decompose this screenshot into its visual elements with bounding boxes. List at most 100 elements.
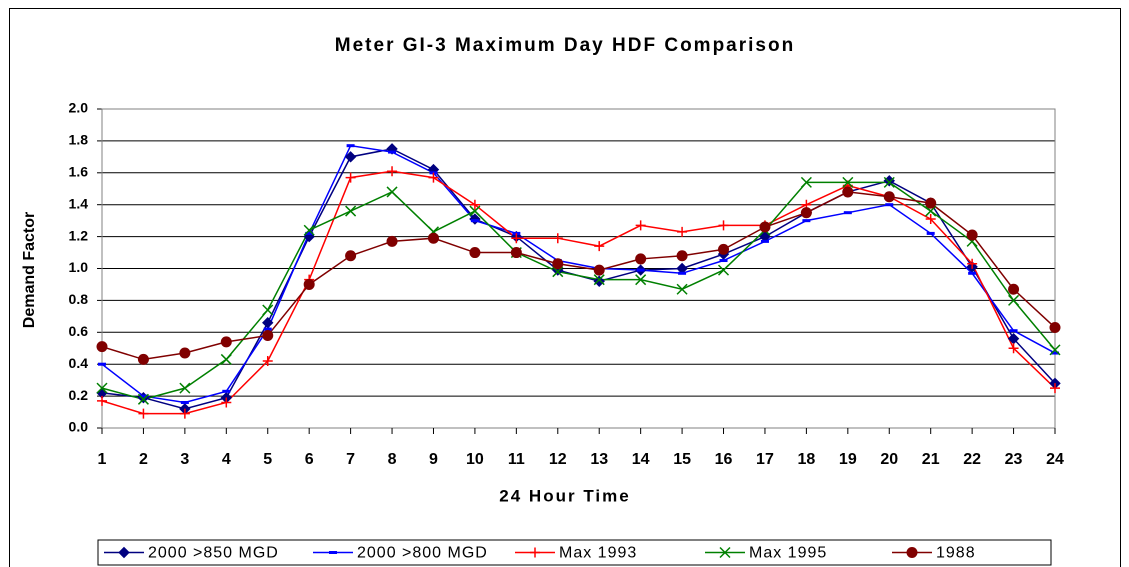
marker (262, 304, 274, 316)
x-tick-label: 5 (263, 451, 272, 468)
marker (511, 233, 522, 244)
marker (220, 353, 232, 365)
x-tick-label: 6 (305, 451, 314, 468)
marker (469, 199, 480, 210)
marker (636, 268, 645, 272)
marker (719, 546, 731, 559)
marker (883, 191, 895, 203)
marker (1009, 329, 1018, 333)
marker (677, 226, 688, 237)
marker (967, 258, 978, 269)
series-line (101, 148, 1056, 410)
marker (676, 250, 688, 262)
marker (386, 235, 398, 247)
marker (427, 232, 439, 244)
x-tick-label: 21 (922, 451, 940, 468)
marker (760, 239, 769, 243)
x-tick-label: 23 (1005, 451, 1023, 468)
marker (139, 394, 148, 398)
plot-area (101, 108, 1056, 429)
marker (842, 176, 854, 188)
marker (968, 271, 977, 275)
y-tick-label: 2.0 (69, 100, 89, 116)
y-tick-label: 1.2 (69, 227, 89, 243)
marker (345, 205, 357, 217)
marker (676, 283, 688, 295)
marker (329, 551, 337, 554)
x-tick-label: 24 (1046, 451, 1064, 468)
x-tick-label: 18 (797, 451, 815, 468)
marker (926, 231, 935, 235)
legend-label: 2000 >850 MGD (148, 545, 279, 562)
marker (138, 408, 149, 419)
marker (469, 205, 481, 217)
legend-label: Max 1993 (559, 545, 637, 562)
marker (593, 264, 605, 276)
marker (387, 166, 398, 177)
legend-label: 1988 (936, 545, 976, 562)
x-tick-label: 13 (590, 451, 608, 468)
y-tick-label: 1.0 (69, 259, 89, 275)
marker (220, 336, 232, 348)
marker (718, 220, 729, 231)
marker (1049, 344, 1061, 356)
marker (842, 186, 854, 198)
marker (885, 203, 894, 207)
marker (96, 341, 108, 353)
x-tick-label: 7 (346, 451, 355, 468)
marker (345, 250, 357, 262)
y-tick-label: 1.4 (69, 195, 89, 211)
y-tick-label: 1.8 (69, 132, 89, 148)
x-tick-label: 11 (508, 451, 525, 468)
marker (179, 347, 191, 359)
marker (344, 151, 357, 163)
marker (118, 546, 130, 559)
marker (305, 231, 314, 235)
marker (1008, 294, 1020, 306)
x-tick-label: 16 (715, 451, 733, 468)
marker (718, 243, 730, 255)
x-axis-title: 24 Hour Time (499, 486, 630, 505)
marker (717, 264, 730, 276)
marker (1051, 351, 1059, 355)
x-tick-label: 3 (180, 451, 189, 468)
y-tick-label: 0.6 (69, 323, 89, 339)
marker (386, 186, 398, 198)
y-tick-label: 0.4 (69, 355, 89, 371)
marker (1050, 383, 1060, 394)
x-tick-label: 19 (839, 451, 857, 468)
marker (222, 389, 231, 393)
marker (97, 395, 107, 406)
marker (469, 247, 481, 259)
legend-label: Max 1995 (749, 545, 827, 562)
marker (802, 219, 811, 223)
marker (635, 220, 646, 231)
marker (303, 224, 315, 236)
marker (800, 176, 812, 188)
marker (530, 547, 540, 558)
marker (221, 397, 232, 408)
x-tick-label: 20 (880, 451, 898, 468)
x-tick-label: 14 (632, 451, 650, 468)
marker (179, 408, 190, 419)
marker (635, 274, 647, 286)
marker (388, 150, 397, 154)
x-tick-label: 8 (388, 451, 397, 468)
marker (800, 207, 812, 219)
marker (345, 172, 356, 183)
chart-frame (9, 8, 1121, 567)
x-tick-label: 12 (549, 451, 567, 468)
marker (1049, 322, 1061, 334)
marker (594, 241, 605, 252)
marker (635, 253, 647, 265)
marker (96, 382, 108, 394)
marker (966, 229, 978, 241)
marker (137, 353, 149, 365)
series-line (101, 170, 1056, 415)
series-line (101, 144, 1056, 404)
marker (263, 327, 272, 331)
marker (428, 172, 439, 183)
x-tick-label: 15 (673, 451, 691, 468)
marker (759, 221, 771, 233)
